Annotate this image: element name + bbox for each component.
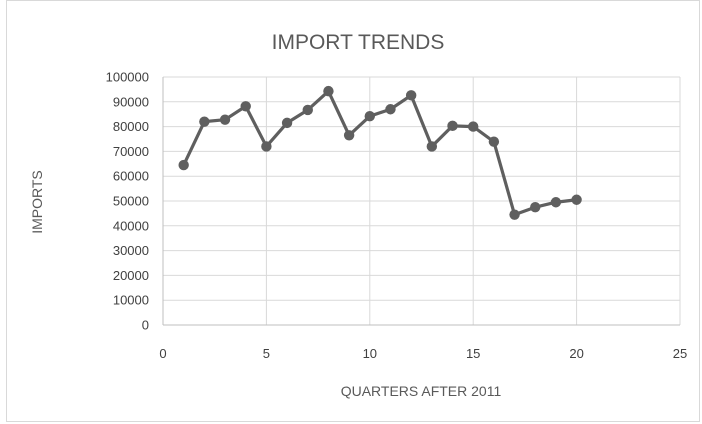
data-point (323, 85, 334, 97)
data-point (405, 90, 417, 101)
y-tick-label: 50000 (113, 194, 149, 209)
data-point (281, 117, 293, 129)
y-tick-label: 30000 (113, 243, 149, 258)
y-tick-label: 10000 (113, 293, 149, 308)
data-point (530, 202, 541, 213)
data-point (571, 194, 582, 205)
x-tick-label: 25 (673, 346, 687, 361)
y-tick-label: 40000 (113, 218, 149, 233)
data-point (550, 197, 562, 208)
y-tick-label: 80000 (113, 119, 149, 134)
x-tick-label: 5 (263, 346, 270, 361)
data-point (385, 104, 396, 115)
y-tick-label: 100000 (106, 70, 149, 85)
x-tick-label: 10 (363, 346, 377, 361)
x-tick-label: 0 (159, 346, 166, 361)
axes (162, 77, 680, 326)
chart-title: IMPORT TRENDS (272, 31, 445, 54)
x-tick-label: 20 (569, 346, 583, 361)
tick-labels: 0 10000 20000 30000 40000 50000 60000 70000 8000… (106, 70, 688, 362)
data-point (240, 101, 251, 112)
y-tick-label: 60000 (113, 169, 149, 184)
series-line (182, 89, 579, 217)
data-point (343, 130, 355, 141)
y-tick-label: 90000 (113, 94, 149, 109)
data-point (364, 110, 375, 122)
data-point (302, 104, 313, 116)
data-point (468, 121, 479, 132)
gridlines (163, 76, 681, 325)
data-point (219, 114, 231, 125)
data-point (426, 141, 438, 152)
data-point (178, 159, 189, 171)
series-layer (178, 85, 582, 220)
data-point (261, 141, 272, 152)
x-axis-title: QUARTERS AFTER 2011 (341, 383, 502, 399)
y-tick-label: 70000 (113, 144, 149, 159)
y-axis-title: IMPORTS (29, 170, 45, 234)
data-point (488, 136, 500, 147)
chart-area (6, 0, 700, 422)
y-tick-label: 20000 (113, 268, 149, 283)
data-point (509, 209, 520, 220)
data-point (199, 116, 210, 127)
x-tick-label: 15 (466, 346, 480, 361)
y-tick-label: 0 (142, 318, 149, 333)
data-point (447, 120, 458, 132)
